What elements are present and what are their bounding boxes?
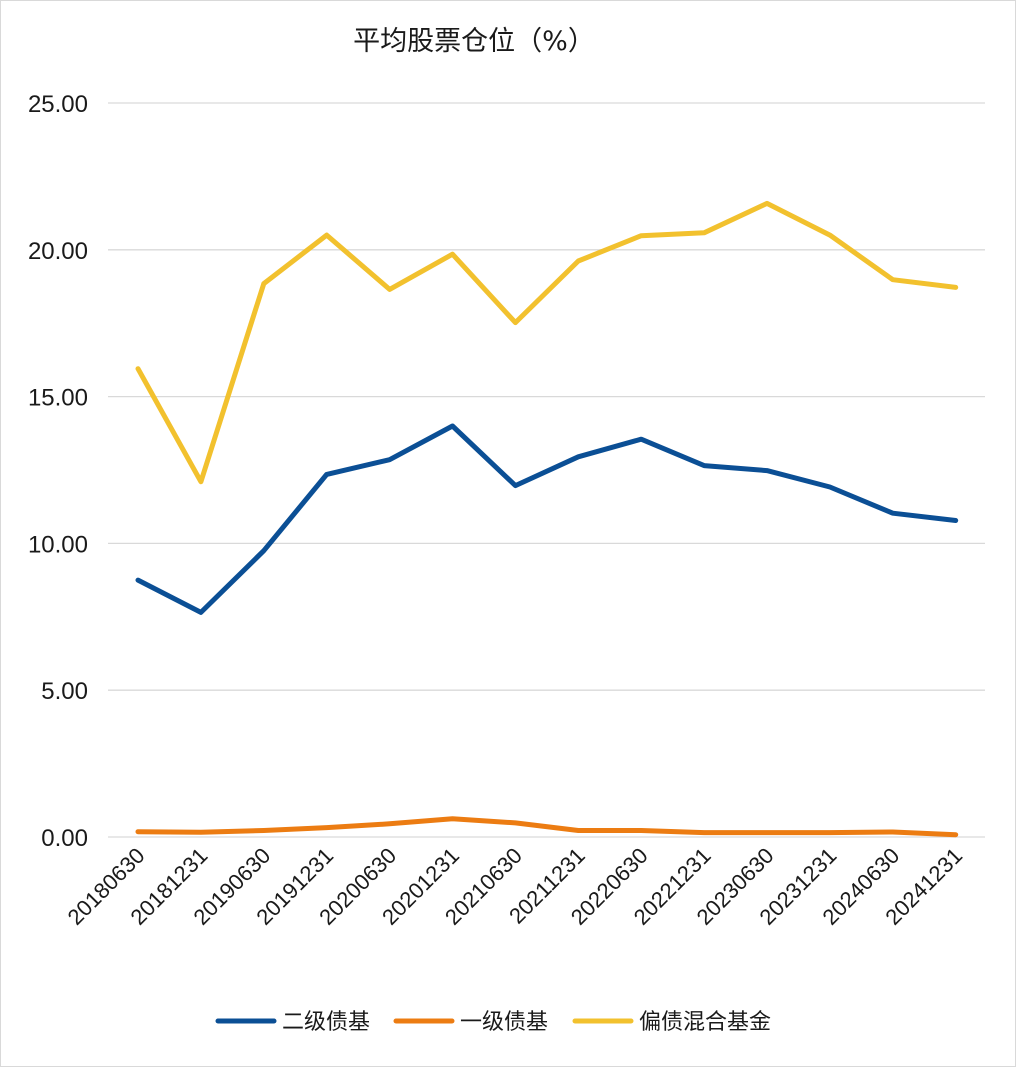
y-tick-label: 0.00 (41, 825, 88, 852)
x-axis-tick-labels: 2018063020181231201906302019123120200630… (63, 843, 968, 930)
y-tick-label: 5.00 (41, 678, 88, 705)
series-line-2 (135, 816, 959, 838)
legend-label: 偏债混合基金 (639, 1010, 771, 1035)
y-tick-label: 10.00 (28, 531, 88, 558)
legend-label: 一级债基 (460, 1010, 548, 1035)
y-tick-label: 20.00 (28, 238, 88, 265)
y-tick-label: 25.00 (28, 91, 88, 118)
legend: 二级债基 一级债基 偏债混合基金 (215, 1010, 771, 1035)
series-lines (135, 200, 959, 838)
y-axis-tick-labels: 0.00 5.00 10.00 15.00 20.00 25.00 (28, 91, 88, 852)
series-line-3 (135, 200, 959, 485)
chart-title: 平均股票仓位（%） (353, 26, 595, 57)
legend-label: 二级债基 (282, 1010, 370, 1035)
gridlines (108, 102, 985, 838)
y-tick-label: 15.00 (28, 385, 88, 412)
series-line-1 (135, 423, 959, 615)
